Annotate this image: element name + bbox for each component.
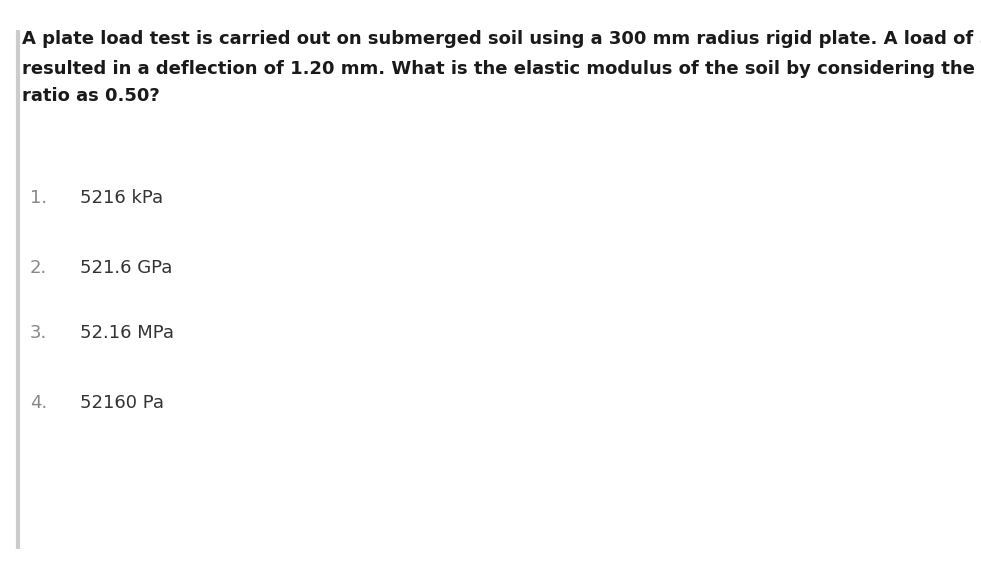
Text: 2.: 2. (30, 259, 47, 277)
Text: A plate load test is carried out on submerged soil using a 300 mm radius rigid p: A plate load test is carried out on subm… (22, 30, 981, 48)
Text: 5216 kPa: 5216 kPa (80, 189, 163, 207)
Text: 52.16 MPa: 52.16 MPa (80, 324, 174, 342)
Text: 521.6 GPa: 521.6 GPa (80, 259, 173, 277)
Text: 52160 Pa: 52160 Pa (80, 394, 164, 412)
Text: 3.: 3. (30, 324, 47, 342)
Text: 1.: 1. (30, 189, 47, 207)
Text: resulted in a deflection of 1.20 mm. What is the elastic modulus of the soil by : resulted in a deflection of 1.20 mm. Wha… (22, 60, 981, 78)
Text: ratio as 0.50?: ratio as 0.50? (22, 87, 160, 105)
Text: 4.: 4. (30, 394, 47, 412)
